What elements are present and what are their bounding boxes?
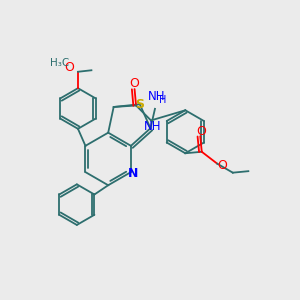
Text: O: O: [218, 159, 227, 172]
Text: O: O: [196, 125, 206, 138]
Text: NH: NH: [144, 121, 161, 134]
Text: H: H: [159, 95, 167, 105]
Text: N: N: [128, 167, 139, 180]
Text: S: S: [135, 98, 144, 111]
Text: O: O: [65, 61, 74, 74]
Text: O: O: [130, 77, 140, 91]
Text: NH: NH: [148, 91, 165, 103]
Text: H₃C: H₃C: [50, 58, 70, 68]
